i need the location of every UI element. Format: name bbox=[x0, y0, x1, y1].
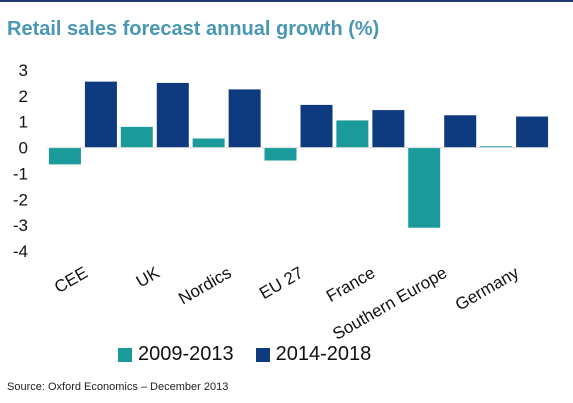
y-tick-label: 1 bbox=[19, 113, 28, 132]
legend-item-series-1: 2009-2013 bbox=[118, 343, 234, 366]
bar-2009-2013-uk bbox=[120, 126, 153, 148]
x-category-label: France bbox=[323, 263, 378, 306]
legend-swatch-series-2 bbox=[255, 347, 270, 362]
x-category-label: UK bbox=[133, 263, 164, 292]
bar-2009-2013-southern-europe bbox=[408, 147, 441, 228]
legend-label-series-1: 2009-2013 bbox=[138, 343, 234, 365]
chart-title: Retail sales forecast annual growth (%) bbox=[7, 18, 380, 40]
bar-2009-2013-eu-27 bbox=[264, 147, 297, 161]
bar-2014-2018-france bbox=[372, 110, 405, 148]
bar-2009-2013-germany bbox=[480, 146, 513, 148]
legend-item-series-2: 2014-2018 bbox=[255, 343, 372, 366]
bar-2009-2013-france bbox=[336, 120, 369, 148]
bar-2014-2018-southern-europe bbox=[444, 115, 477, 148]
legend-label-series-2: 2014-2018 bbox=[275, 343, 372, 365]
x-category-label: CEE bbox=[51, 263, 91, 297]
bar-2014-2018-eu-27 bbox=[300, 104, 333, 148]
y-tick-label: -3 bbox=[13, 216, 28, 235]
source-note: Source: Oxford Economics – December 2013 bbox=[7, 381, 229, 393]
bar-2014-2018-cee bbox=[84, 81, 117, 148]
top-rule bbox=[0, 0, 573, 2]
y-tick-label: 2 bbox=[19, 87, 28, 106]
x-category-label: Germany bbox=[452, 263, 522, 315]
y-tick-label: -2 bbox=[13, 190, 28, 209]
bar-2009-2013-cee bbox=[48, 147, 81, 165]
y-tick-label: -4 bbox=[13, 242, 28, 261]
bar-2009-2013-nordics bbox=[192, 138, 225, 148]
y-tick-label: -1 bbox=[13, 164, 28, 183]
x-category-label: EU 27 bbox=[256, 263, 306, 303]
legend-swatch-series-1 bbox=[118, 347, 132, 362]
bar-2014-2018-uk bbox=[156, 82, 189, 148]
legend: 2009-2013 2014-2018 bbox=[118, 343, 393, 366]
y-tick-label: 0 bbox=[19, 139, 28, 158]
x-category-label: Nordics bbox=[175, 263, 234, 308]
bar-2014-2018-germany bbox=[516, 116, 549, 148]
bar-2014-2018-nordics bbox=[228, 89, 261, 148]
y-tick-label: 3 bbox=[19, 61, 28, 80]
